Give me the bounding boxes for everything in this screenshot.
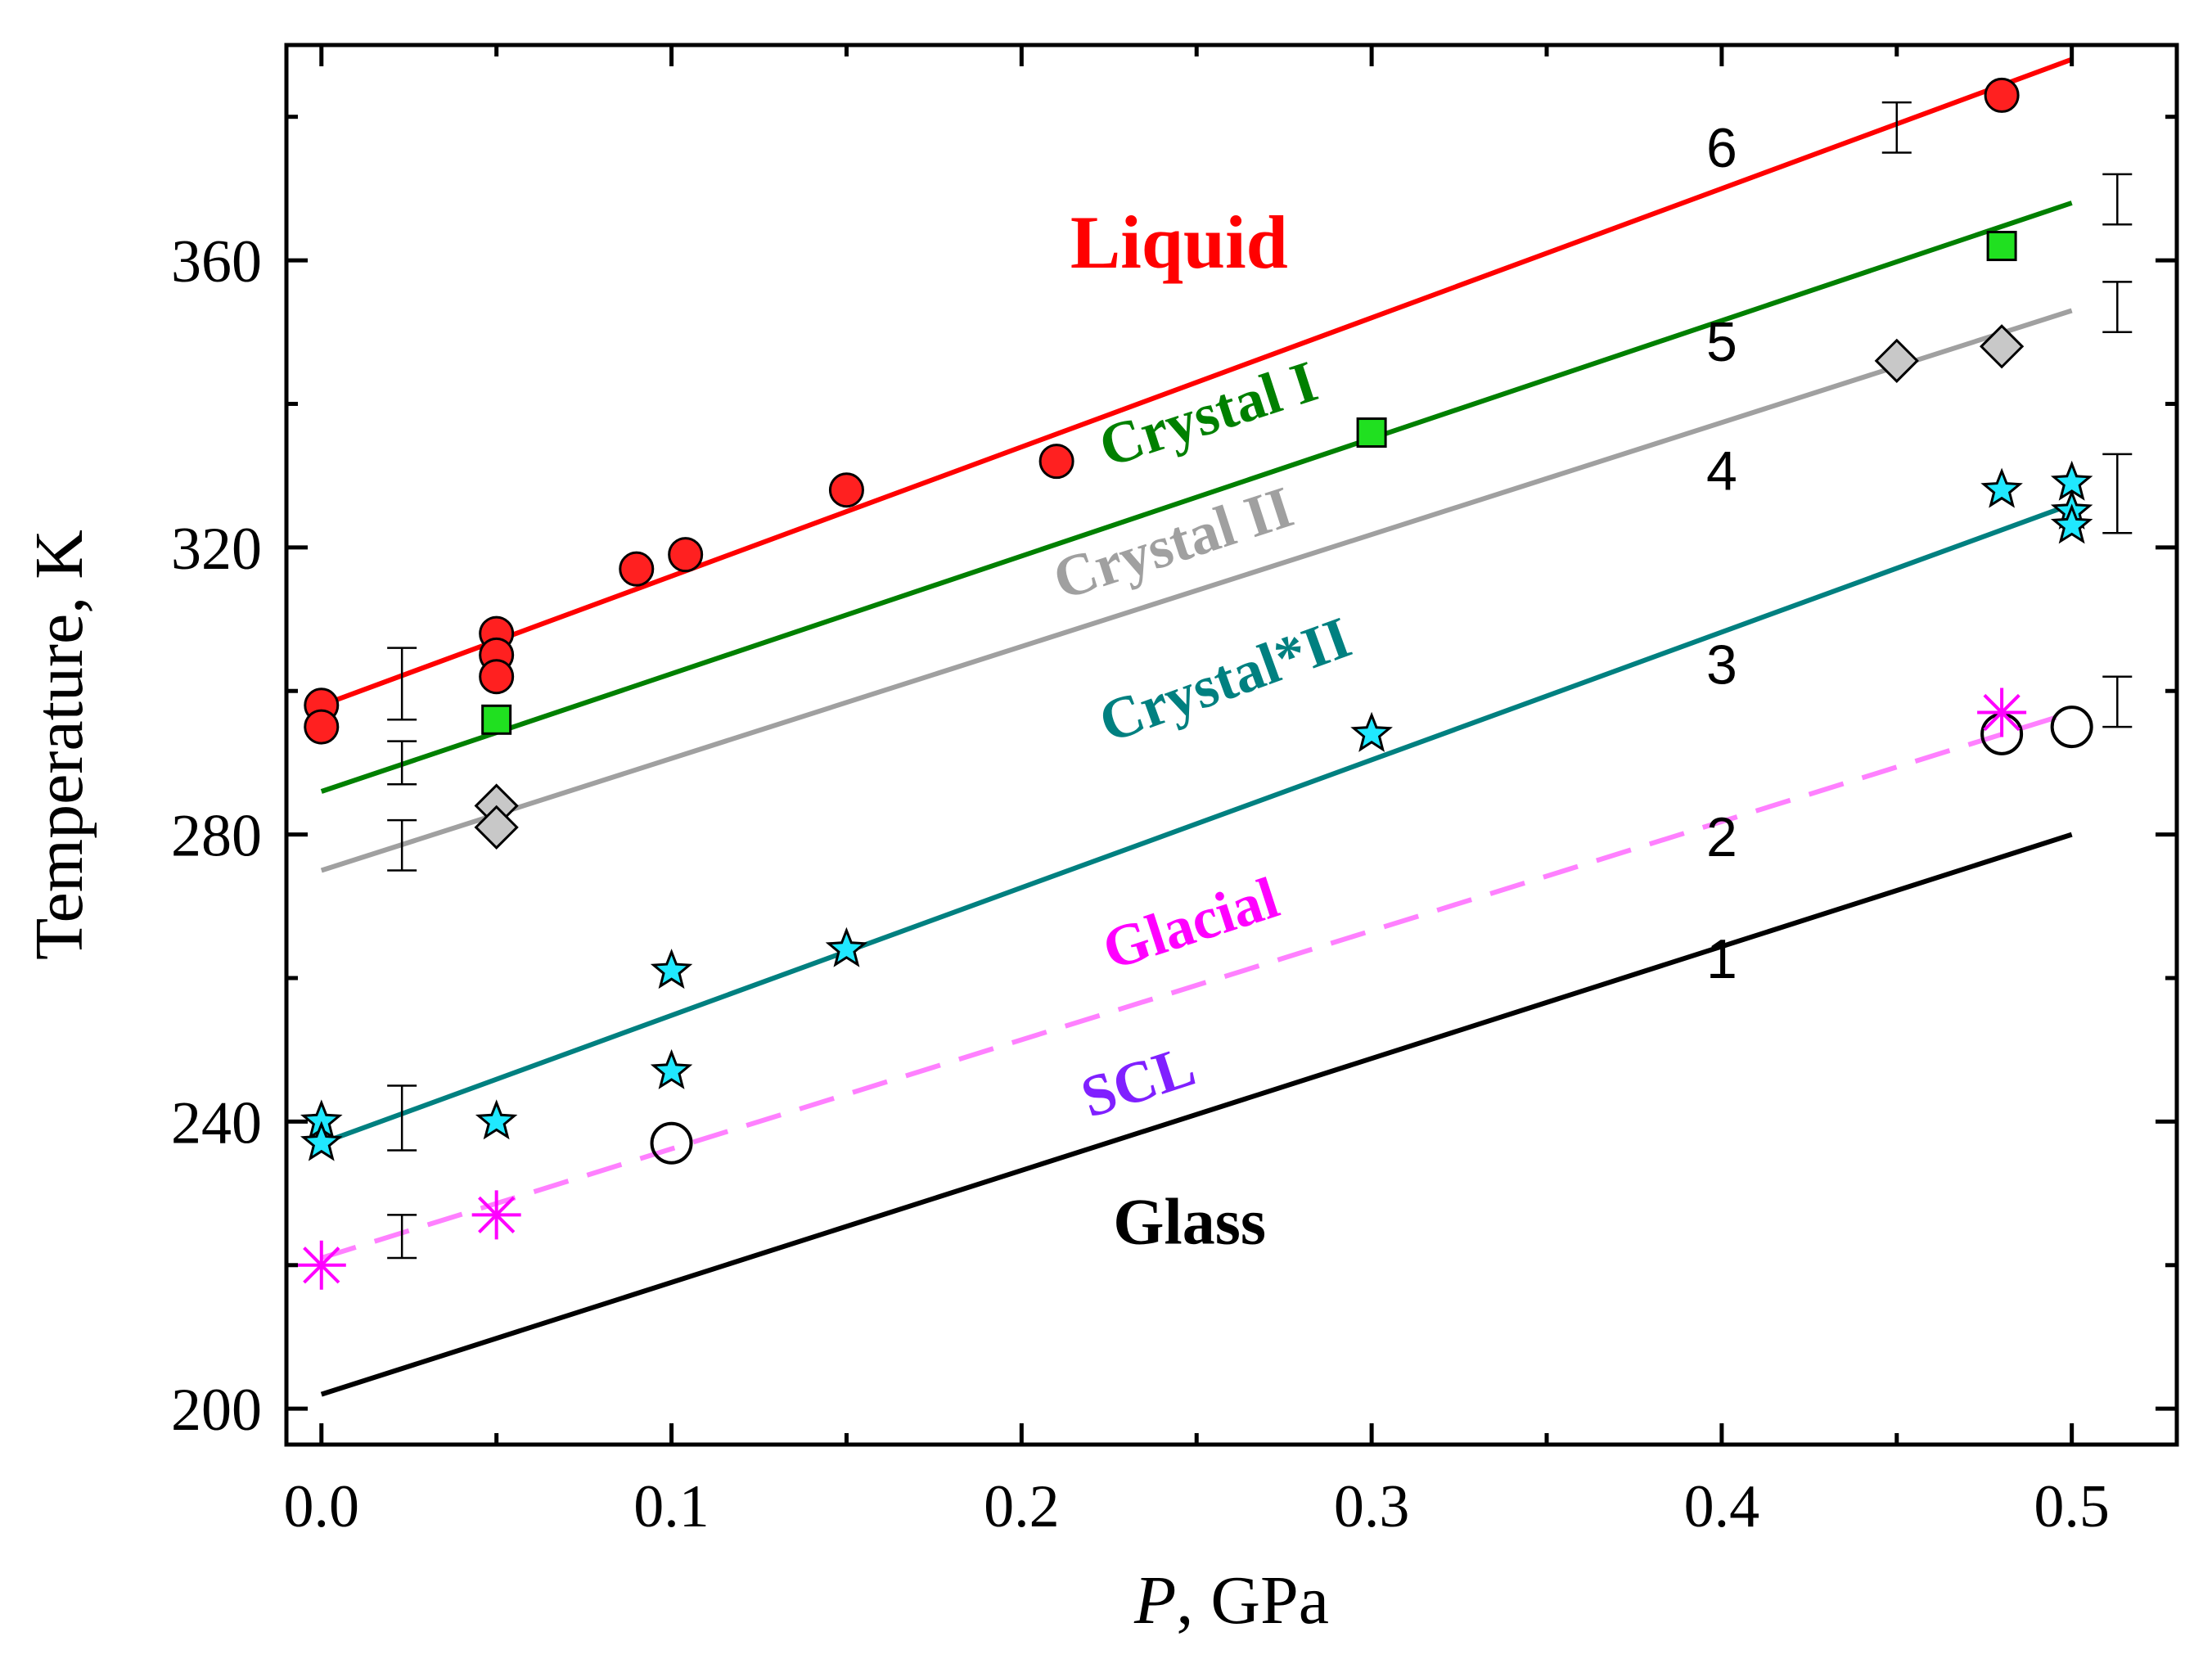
region-label-crystal-ii: Crystal*II: [1091, 604, 1359, 755]
marker-star: [650, 1048, 693, 1089]
marker-diamond: [1874, 338, 1919, 383]
boundary-line-1: [320, 832, 2073, 1397]
x-axis-title: P, GPa: [1133, 1562, 1329, 1639]
error-bar: [2102, 453, 2133, 534]
region-label-liquid: Liquid: [1070, 201, 1288, 284]
marker-open-circle: [650, 1121, 693, 1165]
marker-asterisk: [471, 1190, 521, 1240]
x-tick-label: 0.2: [984, 1473, 1060, 1540]
boundary-line-6: [320, 56, 2073, 708]
error-bar: [387, 818, 417, 872]
marker-square: [1986, 231, 2017, 262]
error-bars: [387, 101, 2133, 1260]
error-bar: [2102, 173, 2133, 226]
y-tick-label: 320: [171, 516, 262, 583]
boundary-line-5: [320, 201, 2073, 794]
error-bar: [2102, 675, 2133, 728]
marker-circle: [1038, 444, 1074, 480]
marker-asterisk: [296, 1240, 346, 1290]
x-axis-title-symbol: P: [1133, 1562, 1176, 1639]
marker-asterisk: [1977, 687, 2027, 737]
y-tick-label: 360: [171, 228, 262, 295]
marker-star: [1350, 711, 1393, 752]
y-tick-label: 280: [171, 803, 262, 870]
error-bar: [387, 647, 417, 721]
y-tick-label: 240: [171, 1089, 262, 1156]
marker-diamond: [474, 805, 519, 850]
region-label-crystal-ii: Crystal II: [1045, 474, 1300, 612]
marker-star: [825, 926, 868, 967]
error-bar: [2102, 281, 2133, 334]
x-tick-label: 0.5: [2034, 1473, 2110, 1540]
error-bar: [1881, 101, 1912, 154]
y-tick-label: 200: [171, 1377, 262, 1444]
y-axis-title: Temperature, K: [21, 530, 97, 960]
marker-circle: [479, 659, 515, 695]
marker-star: [300, 1120, 343, 1161]
marker-star: [1980, 467, 2023, 508]
marker-star: [650, 949, 693, 990]
marker-circle: [1984, 77, 2020, 113]
data-markers: [296, 77, 2093, 1290]
line-number-label: 1: [1706, 928, 1737, 990]
x-tick-label: 0.1: [633, 1473, 710, 1540]
error-bar: [387, 1084, 417, 1152]
line-number-label: 3: [1706, 633, 1737, 696]
marker-star: [2050, 503, 2093, 544]
boundary-lines: 1 2 3 4 5 6: [320, 56, 2073, 1397]
boundary-line-2: [320, 710, 2073, 1260]
boundary-line-3: [320, 502, 2073, 1146]
error-bar: [387, 1214, 417, 1260]
line-number-label: 4: [1706, 440, 1737, 503]
marker-square: [1356, 417, 1387, 449]
marker-square: [481, 704, 512, 735]
marker-diamond: [1979, 324, 2025, 369]
x-tick-label: 0.4: [1684, 1473, 1760, 1540]
boundary-line-4: [320, 308, 2073, 873]
error-bar: [387, 740, 417, 786]
marker-circle: [304, 709, 340, 745]
region-label-glass: Glass: [1113, 1186, 1266, 1258]
plot-frame: [284, 43, 2179, 1447]
line-number-label: 6: [1706, 117, 1737, 179]
axes: 0.0 0.1 0.2 0.3 0.4 0.5 200 240 280 320 360: [171, 43, 2179, 1540]
region-label-crystal-i: Crystal I: [1092, 348, 1325, 480]
line-number-label: 2: [1706, 806, 1737, 868]
line-number-label: 5: [1706, 311, 1737, 373]
marker-open-circle: [2050, 706, 2093, 749]
region-label-scl: SCL: [1074, 1033, 1203, 1130]
marker-star: [475, 1099, 518, 1140]
marker-circle: [619, 551, 655, 587]
x-tick-label: 0.0: [284, 1473, 360, 1540]
marker-circle: [668, 537, 704, 573]
x-axis-title-unit: , GPa: [1176, 1562, 1329, 1639]
x-tick-label: 0.3: [1334, 1473, 1410, 1540]
marker-circle: [828, 472, 864, 508]
